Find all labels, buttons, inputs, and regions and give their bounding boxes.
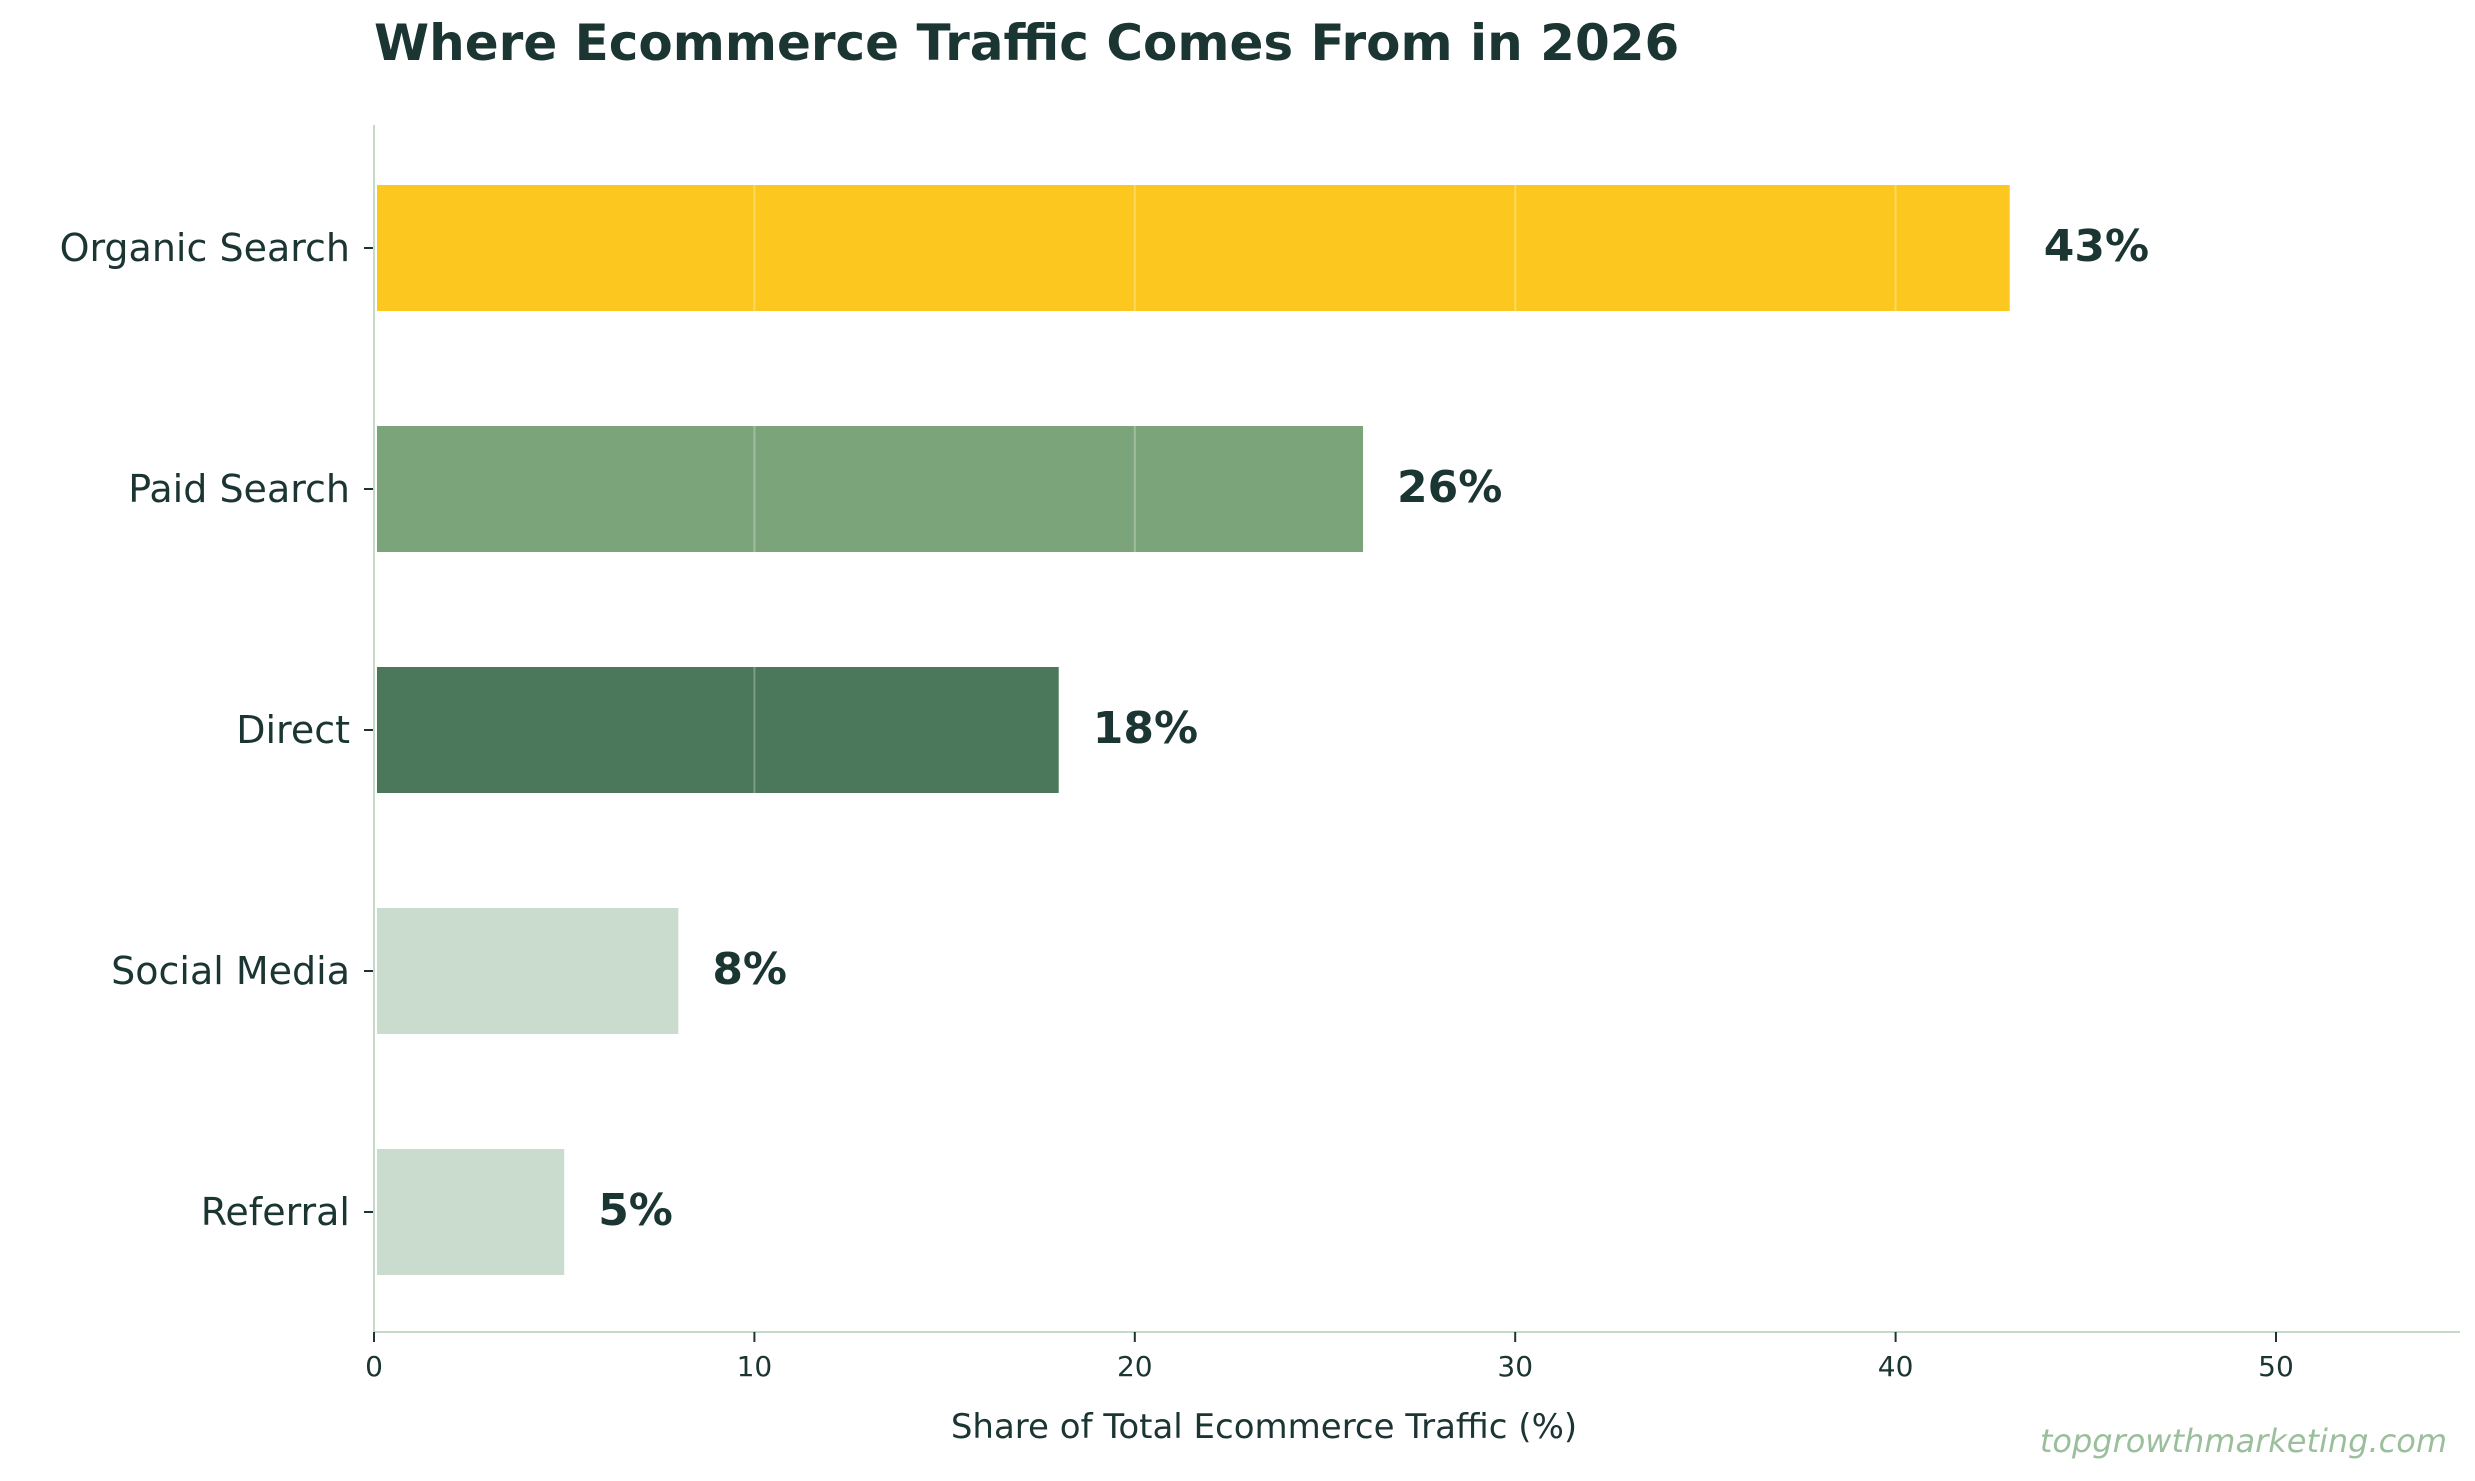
bars-group xyxy=(377,185,2010,1275)
x-tick-label: 10 xyxy=(737,1350,773,1383)
x-tick-label: 40 xyxy=(1878,1350,1914,1383)
category-label: Direct xyxy=(236,708,350,752)
data-label: 18% xyxy=(1093,703,1198,754)
bar xyxy=(377,1149,565,1275)
watermark: topgrowthmarketing.com xyxy=(2039,1422,2447,1460)
x-tick-label: 30 xyxy=(1497,1350,1533,1383)
category-label: Organic Search xyxy=(60,226,350,270)
data-label: 8% xyxy=(712,944,787,995)
data-label: 5% xyxy=(598,1185,673,1236)
bar xyxy=(377,667,1059,793)
x-tick-label: 20 xyxy=(1117,1350,1153,1383)
x-tick-label: 0 xyxy=(365,1350,383,1383)
x-tick-label: 50 xyxy=(2258,1350,2294,1383)
axes-group xyxy=(364,125,2460,1342)
bar xyxy=(377,908,679,1034)
labels-group: Organic Search 43% Paid Search 26% Direct 18%… xyxy=(60,221,2294,1383)
category-label: Social Media xyxy=(111,949,350,993)
grid-lines-group xyxy=(753,185,1897,793)
data-label: 26% xyxy=(1397,462,1502,513)
bar xyxy=(377,426,1364,552)
data-label: 43% xyxy=(2044,221,2149,272)
category-label: Paid Search xyxy=(128,467,350,511)
bar xyxy=(377,185,2010,311)
category-label: Referral xyxy=(201,1190,350,1234)
x-axis-title: Share of Total Ecommerce Traffic (%) xyxy=(951,1407,1577,1447)
chart-title: Where Ecommerce Traffic Comes From in 20… xyxy=(374,14,1680,72)
